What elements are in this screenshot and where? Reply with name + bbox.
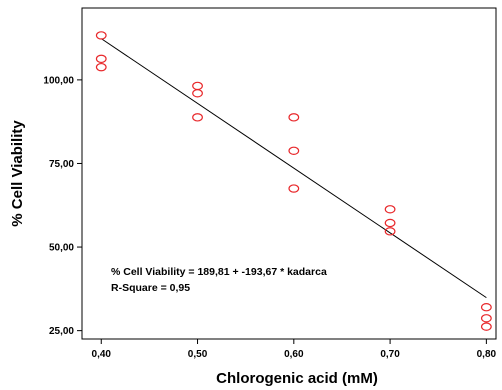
x-tick-label: 0,50 [188,349,208,360]
plot-area-frame [81,7,497,340]
data-point [95,31,107,40]
data-point [480,303,492,312]
regression-line [100,38,487,299]
y-axis-title: % Cell Viability [9,120,26,227]
x-tick-label: 0,80 [477,349,497,360]
data-point [480,322,492,331]
x-tick-label: 0,40 [92,349,112,360]
regression-equation: % Cell Viability = 189,81 + -193,67 * ka… [111,266,327,278]
data-point [192,89,203,98]
data-point [384,218,396,228]
data-point [288,113,300,122]
data-points [95,31,492,331]
data-point [384,227,396,236]
y-axis-ticks: 25,00 50,00 75,00 100,00 [43,75,82,337]
x-tick-label: 0,70 [380,349,400,360]
data-point [95,62,107,72]
data-point [192,113,203,122]
y-tick-label: 50,00 [49,243,74,254]
r-square-label: R-Square = 0,95 [111,282,190,294]
x-axis-ticks: 0,40 0,50 0,60 0,70 0,80 [92,339,497,360]
y-tick-label: 75,00 [49,159,74,170]
y-tick-label: 100,00 [43,75,74,86]
y-tick-label: 25,00 [49,326,74,337]
data-point [288,184,300,193]
data-point [288,146,300,155]
data-point [384,205,396,214]
data-point [480,314,492,323]
x-tick-label: 0,60 [284,349,304,360]
x-axis-title: Chlorogenic acid (mM) [216,370,378,387]
data-point [95,54,107,64]
